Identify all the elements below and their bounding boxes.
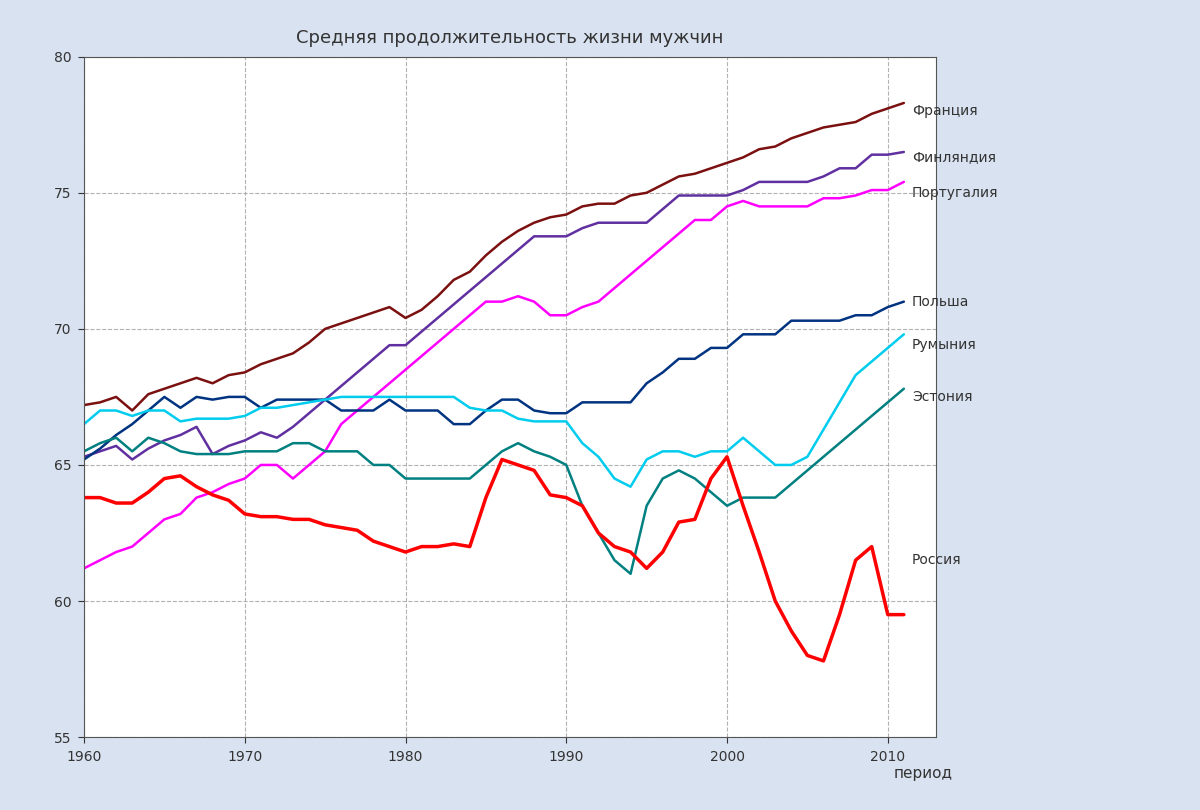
Text: Эстония: Эстония	[912, 390, 972, 404]
Text: Россия: Россия	[912, 553, 961, 567]
X-axis label: период: период	[894, 766, 953, 782]
Text: Польша: Польша	[912, 295, 970, 309]
Title: Средняя продолжительность жизни мужчин: Средняя продолжительность жизни мужчин	[296, 29, 724, 47]
Text: Франция: Франция	[912, 104, 978, 118]
Text: Румыния: Румыния	[912, 339, 977, 352]
Text: Португалия: Португалия	[912, 185, 998, 200]
Text: Финляндия: Финляндия	[912, 151, 996, 164]
